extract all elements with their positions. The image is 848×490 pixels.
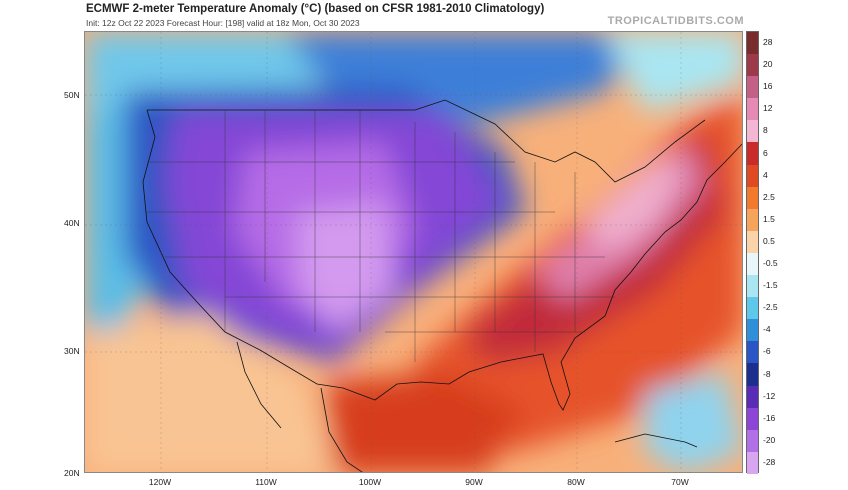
- colorbar-segment: [747, 230, 758, 253]
- colorbar-tick-label: 2.5: [763, 191, 775, 202]
- colorbar-segment: [747, 98, 758, 121]
- lon-label-100w: 100W: [358, 477, 382, 487]
- colorbar-tick-label: 0.5: [763, 235, 775, 246]
- site-watermark: TROPICALTIDBITS.COM: [607, 15, 744, 27]
- colorbar-tick-label: 8: [763, 125, 768, 136]
- colorbar-segment: [747, 407, 758, 430]
- colorbar-tick-label: -6: [763, 346, 771, 357]
- colorbar-tick-label: 28: [763, 37, 773, 48]
- graticule: [85, 32, 742, 472]
- colorbar-tick-label: 20: [763, 59, 773, 70]
- colorbar-tick-label: -0.5: [763, 258, 778, 269]
- forecast-info: Init: 12z Oct 22 2023 Forecast Hour: [19…: [86, 18, 360, 28]
- anomaly-map: [84, 31, 743, 473]
- colorbar-segment: [747, 252, 758, 276]
- colorbar-tick-label: -20: [763, 434, 776, 445]
- colorbar-tick-label: -8: [763, 368, 771, 379]
- colorbar-segment: [747, 32, 758, 55]
- colorbar-tick-label: -28: [763, 456, 776, 467]
- colorbar-segment: [747, 275, 758, 298]
- colorbar-tick-label: -12: [763, 390, 776, 401]
- colorbar-segment: [747, 186, 758, 209]
- chart-title: ECMWF 2-meter Temperature Anomaly (°C) (…: [86, 3, 545, 15]
- lat-label-50n: 50N: [64, 90, 80, 100]
- colorbar-segment: [747, 341, 758, 364]
- colorbar-tick-label: -16: [763, 412, 776, 423]
- lat-label-40n: 40N: [64, 218, 80, 228]
- colorbar-tick-label: 12: [763, 103, 773, 114]
- colorbar: [746, 31, 759, 474]
- colorbar-segment: [747, 319, 758, 342]
- lon-label-80w: 80W: [567, 477, 585, 487]
- lon-label-110w: 110W: [255, 477, 277, 487]
- lat-label-20n: 20N: [64, 468, 80, 478]
- colorbar-tick-label: 16: [763, 81, 773, 92]
- colorbar-segment: [747, 76, 758, 99]
- colorbar-tick-label: -2.5: [763, 302, 778, 313]
- colorbar-segment: [747, 451, 758, 474]
- colorbar-segment: [747, 429, 758, 452]
- colorbar-tick-label: 4: [763, 169, 768, 180]
- colorbar-tick-label: -4: [763, 324, 771, 335]
- colorbar-segment: [747, 385, 758, 408]
- coastline: [142, 99, 742, 472]
- colorbar-segment: [747, 120, 758, 143]
- colorbar-segment: [747, 142, 758, 165]
- state-borders: [147, 110, 615, 362]
- colorbar-segment: [747, 363, 758, 386]
- colorbar-tick-label: -1.5: [763, 280, 778, 291]
- colorbar-tick-label: 1.5: [763, 213, 775, 224]
- lon-label-90w: 90W: [465, 477, 483, 487]
- lon-label-120w: 120W: [148, 477, 172, 487]
- colorbar-segment: [747, 164, 758, 187]
- colorbar-segment: [747, 54, 758, 77]
- lon-label-70w: 70W: [671, 477, 689, 487]
- colorbar-tick-label: 6: [763, 147, 768, 158]
- colorbar-segment: [747, 297, 758, 320]
- colorbar-segment: [747, 208, 758, 231]
- lat-label-30n: 30N: [64, 346, 80, 356]
